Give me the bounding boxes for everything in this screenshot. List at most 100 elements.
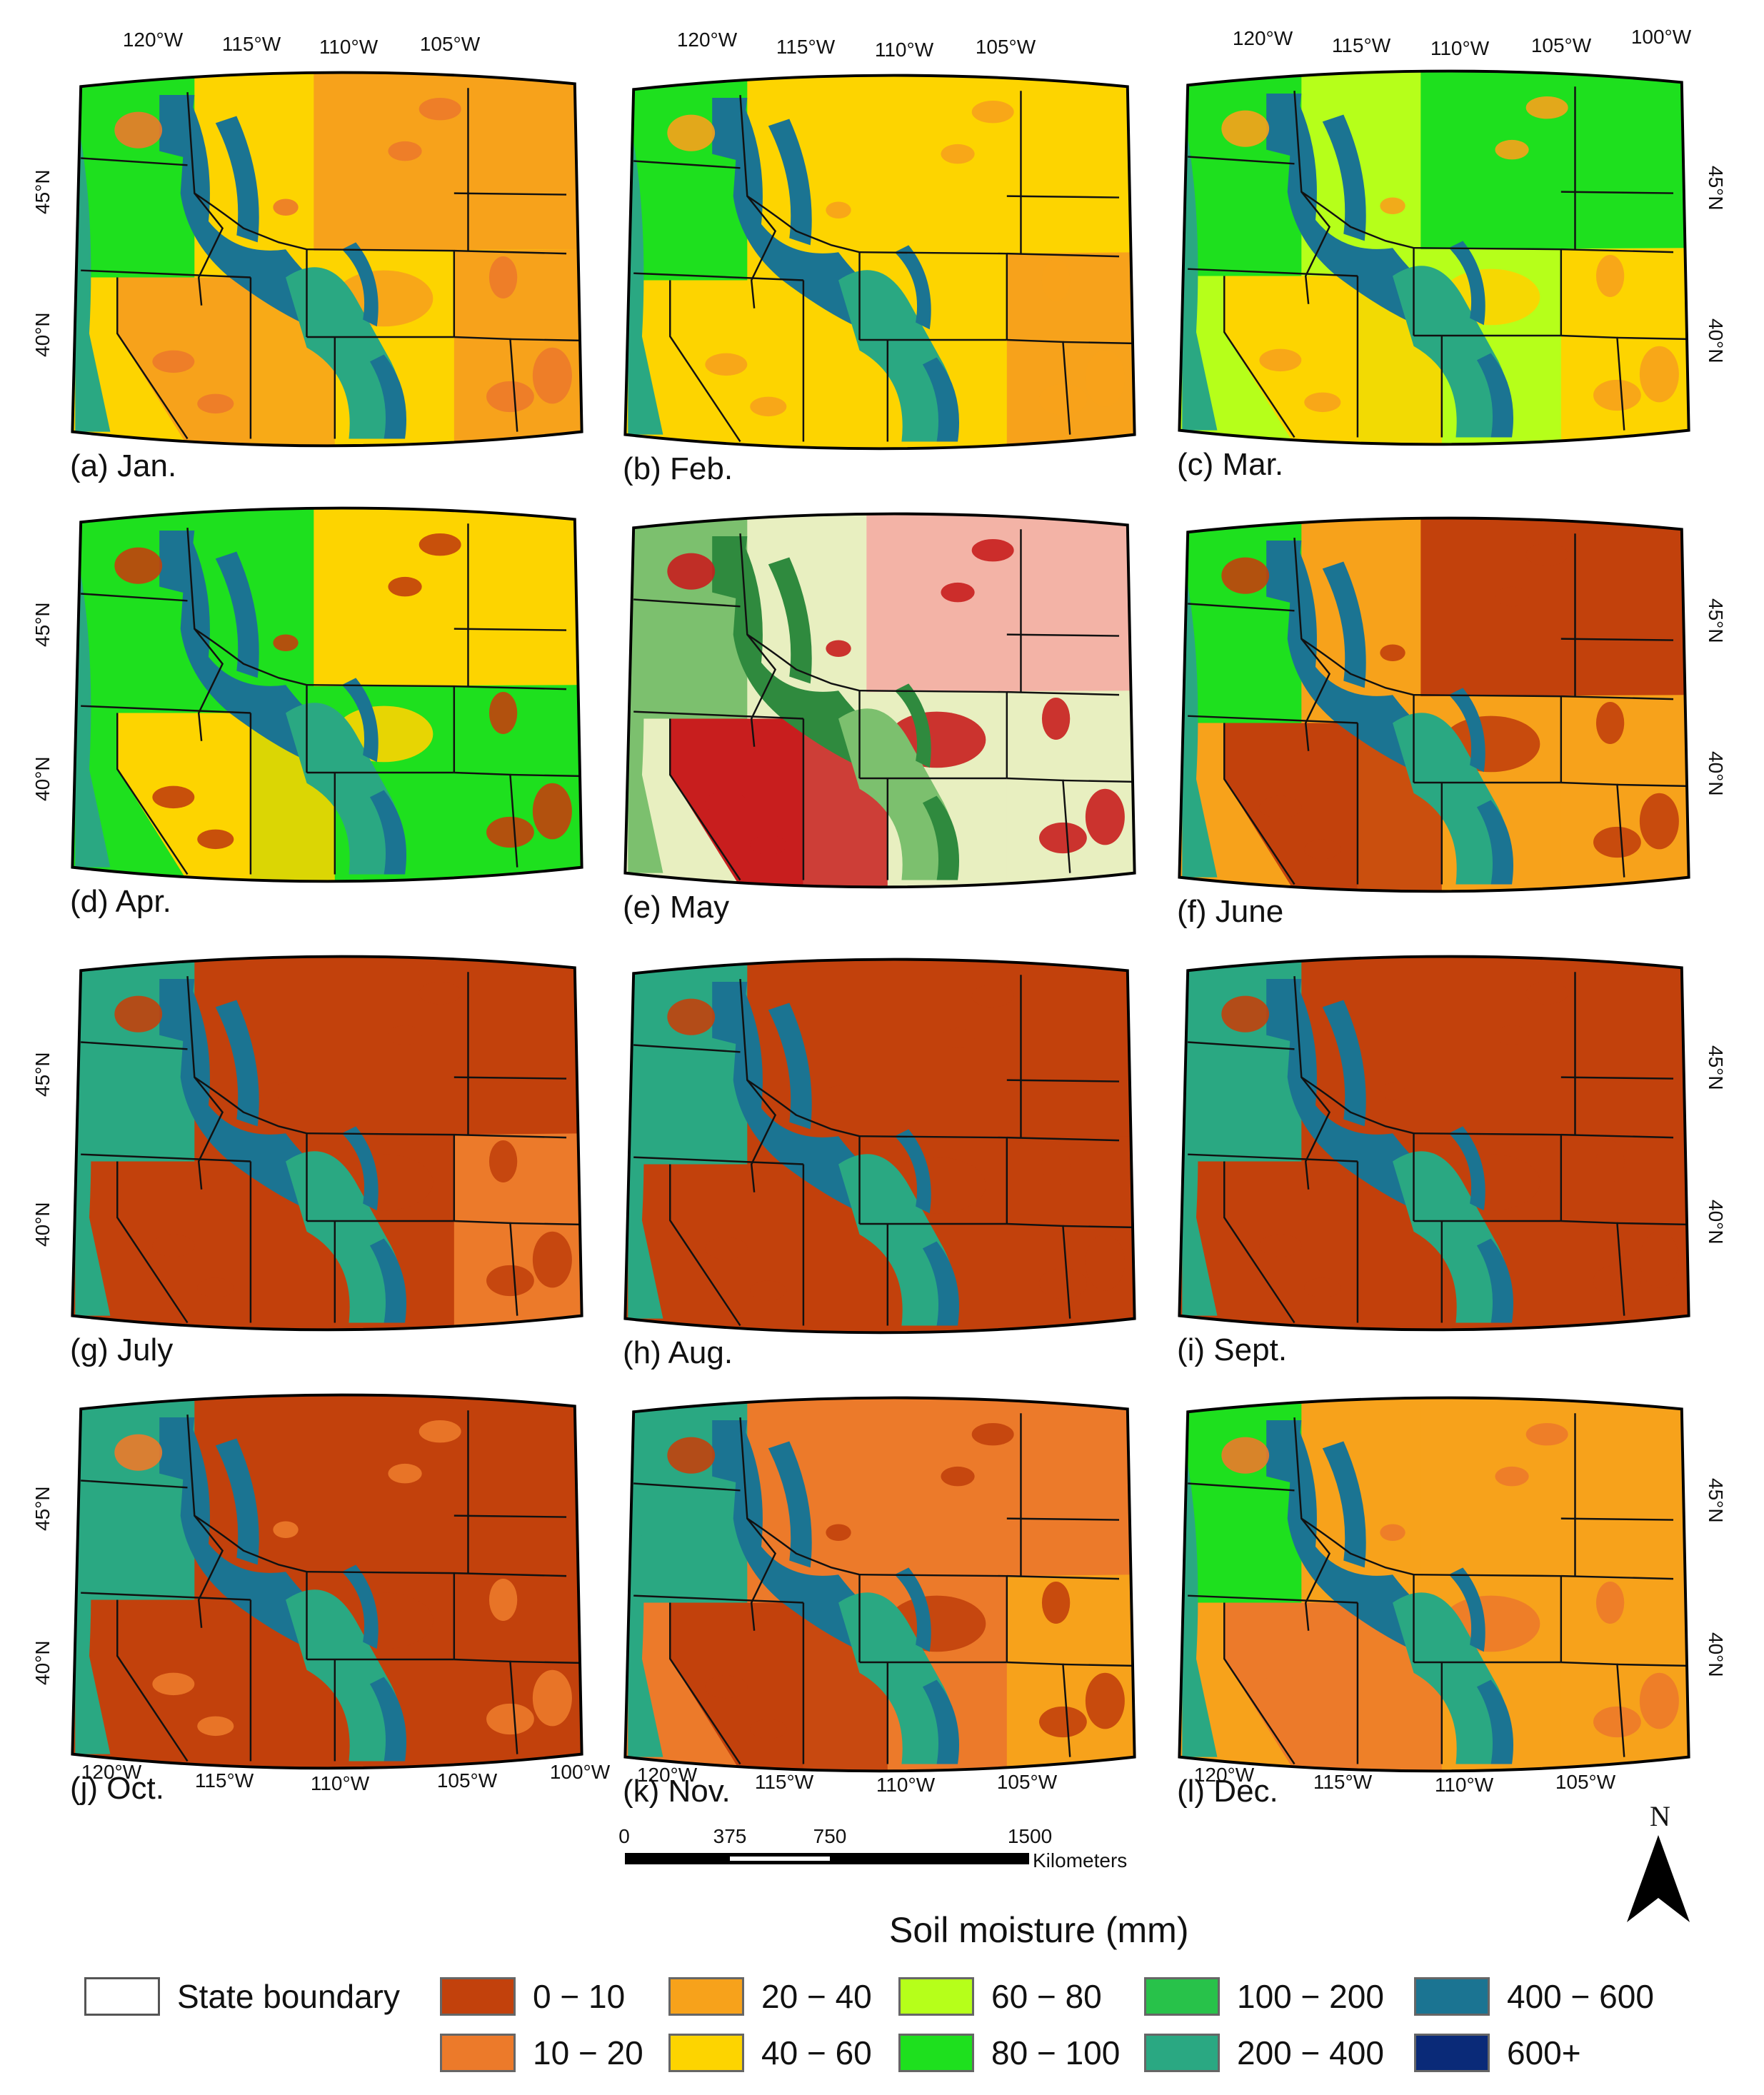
soil-moisture-map: [71, 955, 583, 1332]
moisture-patch: [197, 829, 234, 850]
moisture-patch: [750, 1280, 787, 1301]
lon-label: 105°W: [436, 1769, 498, 1792]
map-panel-jul: (g) July: [70, 941, 583, 1367]
moisture-patch: [1041, 1143, 1071, 1185]
moisture-patch: [1593, 826, 1641, 858]
map-panel-jun: (f) June: [1177, 503, 1690, 929]
lat-label: 40°N: [1705, 318, 1727, 363]
state-boundary-line: [453, 1658, 518, 1754]
region-mountains: [159, 531, 195, 594]
state-boundary-line: [1188, 1482, 1295, 1492]
region-mountains: [286, 703, 404, 875]
region-high-mountains: [215, 1000, 259, 1127]
state-boundary-line: [1006, 633, 1120, 637]
moisture-patch: [1304, 1277, 1341, 1298]
region-mountains: [1266, 1420, 1302, 1484]
moisture-patch: [532, 347, 572, 404]
state-boundary-line: [116, 1599, 189, 1762]
state-boundary-line: [739, 95, 777, 308]
region-bighorn: [341, 1126, 379, 1211]
panel-label: (j) Oct.: [70, 1771, 164, 1806]
region-mountains: [159, 95, 195, 159]
moisture-patch: [667, 1437, 716, 1474]
moisture-patch: [1221, 1437, 1270, 1474]
state-boundary-line: [633, 1594, 803, 1604]
state-boundary-line: [510, 1222, 581, 1226]
legend-label: 80 − 100: [991, 2034, 1121, 2071]
moisture-patch: [114, 995, 163, 1033]
state-boundary-line: [1006, 1136, 1120, 1142]
panel-label: (g) July: [70, 1332, 174, 1367]
moisture-patch: [273, 634, 299, 652]
state-boundary-line: [1188, 268, 1358, 277]
moisture-patch: [971, 1422, 1014, 1446]
legend-item: 20 − 40: [668, 1977, 872, 2016]
moisture-patch: [750, 1719, 787, 1739]
north-label: N: [1650, 1800, 1670, 1832]
moisture-patch: [486, 816, 534, 848]
moisture-patch: [1259, 1675, 1302, 1699]
moisture-patch: [488, 692, 518, 734]
moisture-patch: [114, 1434, 163, 1471]
region-mountains: [838, 270, 957, 442]
moisture-patch: [705, 791, 748, 815]
moisture-patch: [667, 998, 716, 1035]
scale-bar-graphic: [625, 1853, 1029, 1864]
region-high-mountains: [215, 116, 259, 243]
state-boundary-line: [81, 1153, 251, 1162]
moisture-patch: [667, 553, 716, 590]
legend-item: 200 − 400: [1144, 2034, 1384, 2072]
moisture-patch: [1041, 698, 1071, 740]
state-boundary-line: [1223, 723, 1296, 885]
moisture-patch: [486, 1265, 534, 1297]
moisture-patch: [667, 114, 716, 151]
region-colorado-rockies: [369, 354, 407, 439]
region-high-mountains: [1322, 561, 1366, 688]
state-boundary-line: [116, 1161, 189, 1324]
lon-label: 110°W: [876, 1774, 936, 1796]
moisture-patch: [152, 785, 195, 809]
legend-label: 40 − 60: [761, 2034, 872, 2071]
legend-label: 200 − 400: [1237, 2034, 1384, 2071]
region-mountains: [838, 708, 957, 880]
lon-label: 110°W: [1430, 37, 1490, 59]
state-boundary-line: [1560, 1133, 1674, 1139]
legend-label: 100 − 200: [1237, 1978, 1384, 2015]
region-mountains: [712, 982, 748, 1045]
state-boundary-line: [81, 157, 188, 166]
state-boundary-line: [1560, 1517, 1674, 1521]
region-colorado-rockies: [1476, 1679, 1514, 1764]
legend-title: Soil moisture (mm): [889, 1910, 1189, 1950]
state-boundary-line: [116, 277, 189, 440]
region-plains-south: [453, 1133, 582, 1330]
moisture-patch: [941, 582, 975, 603]
map-panel-dec: (l) Dec.: [1177, 1382, 1690, 1809]
moisture-patch: [1495, 1025, 1529, 1045]
moisture-patch: [1495, 586, 1529, 607]
state-boundary-line: [194, 1514, 307, 1573]
moisture-patch: [1304, 392, 1341, 413]
moisture-patch: [1639, 1231, 1679, 1288]
lon-label: 100°W: [549, 1761, 611, 1783]
region-mountains: [286, 1151, 404, 1323]
state-boundary-line: [1293, 976, 1331, 1190]
region-colorado-rockies: [922, 795, 960, 880]
moisture-patch: [1495, 1466, 1529, 1487]
legend-item: 10 − 20: [440, 2034, 643, 2072]
map-panel-sep: (i) Sept.: [1177, 941, 1690, 1367]
state-boundary-line: [739, 979, 777, 1192]
state-boundary-line: [1006, 1222, 1071, 1319]
state-boundary-line: [739, 1417, 777, 1631]
lon-label: 115°W: [1313, 1771, 1373, 1793]
legend-swatch: [668, 1977, 744, 2016]
lat-label: 45°N: [1705, 598, 1727, 643]
region-mountains: [75, 109, 111, 432]
state-boundary-line: [1188, 603, 1295, 612]
soil-moisture-map: [623, 958, 1136, 1335]
panel-label: (c) Mar.: [1177, 447, 1284, 482]
region-high-mountains: [768, 1003, 812, 1130]
moisture-patch: [750, 835, 787, 855]
legend-label: 20 − 40: [761, 1978, 872, 2015]
map-frame: [71, 1393, 583, 1770]
moisture-patch: [419, 1420, 461, 1443]
